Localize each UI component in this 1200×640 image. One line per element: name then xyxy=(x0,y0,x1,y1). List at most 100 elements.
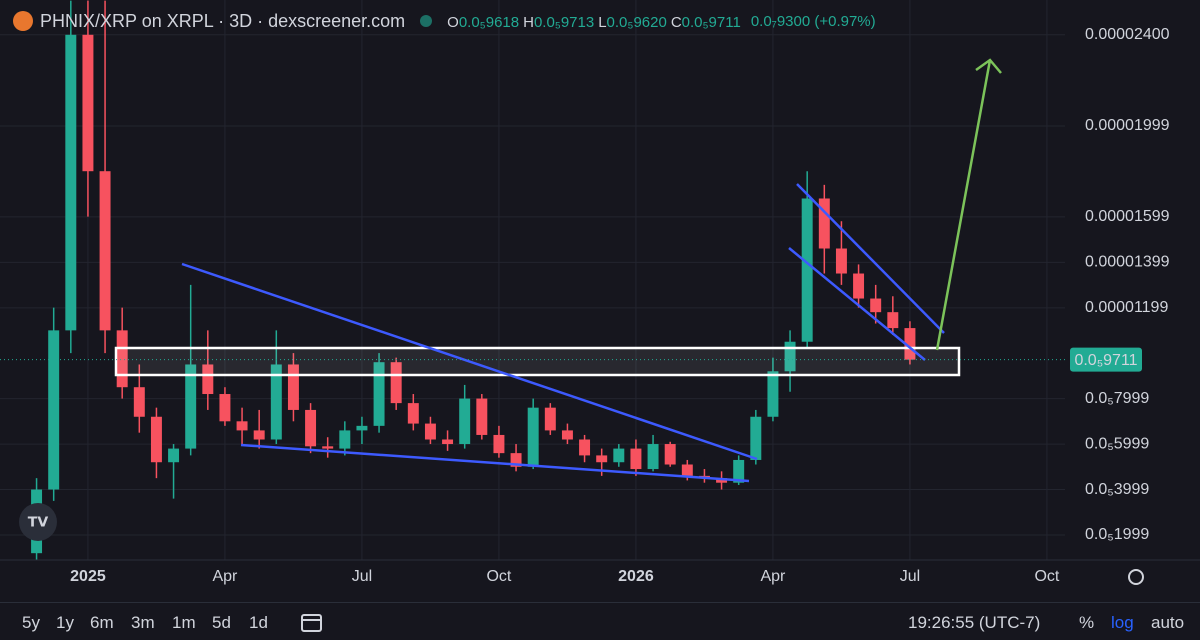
ohlc-value: 0.0₅9618 xyxy=(458,13,520,31)
scale-option[interactable]: % xyxy=(1079,613,1095,632)
zone-box xyxy=(114,346,961,377)
range-button[interactable]: 3m xyxy=(131,613,155,632)
ohlc-value: 0.0₅9620 xyxy=(606,13,667,31)
drawings xyxy=(114,58,1002,483)
candle-body xyxy=(853,273,865,299)
x-tick-label: Jul xyxy=(352,568,372,585)
range-button[interactable]: 5y xyxy=(22,613,40,632)
candle-body xyxy=(82,34,94,172)
candle-body xyxy=(630,448,642,470)
candle-body xyxy=(185,364,197,449)
tv-logo[interactable] xyxy=(19,503,57,541)
candle-body xyxy=(390,362,402,404)
candle-body xyxy=(801,198,813,342)
y-tick-label: 0.0₅5999 xyxy=(1085,435,1149,452)
candle-body xyxy=(904,328,916,360)
clock: 19:26:55 (UTC-7) xyxy=(908,613,1041,632)
range-button[interactable]: 1m xyxy=(172,613,196,632)
calendar-icon[interactable] xyxy=(300,611,324,633)
candle-body xyxy=(322,446,334,449)
candle-body xyxy=(356,425,368,431)
candle-body xyxy=(613,448,625,463)
candle-body xyxy=(510,453,522,467)
y-tick-label: 0.00001999 xyxy=(1085,117,1170,134)
settings-icon[interactable] xyxy=(1128,569,1144,585)
candle-body xyxy=(65,34,77,331)
candle-body xyxy=(150,416,162,463)
candle-body xyxy=(339,430,351,449)
candle-body xyxy=(767,371,779,417)
change: 0.0₇9300 (+0.97%) xyxy=(750,12,876,30)
candle-body xyxy=(579,439,591,456)
candle-body xyxy=(236,421,248,431)
x-tick-label: Oct xyxy=(486,568,511,585)
candle-body xyxy=(442,439,454,445)
candle-body xyxy=(870,298,882,313)
candle-body xyxy=(287,364,299,410)
candle-body xyxy=(544,407,556,431)
candles xyxy=(31,0,916,560)
x-tick-label: Apr xyxy=(212,568,238,585)
x-tick-label: 2025 xyxy=(70,568,106,585)
candle-body xyxy=(202,364,214,395)
ohlc-key: L xyxy=(598,13,607,31)
candle-body xyxy=(424,423,436,440)
range-button[interactable]: 1y xyxy=(56,613,74,632)
candle-body xyxy=(305,409,317,447)
candle-body xyxy=(270,364,282,440)
tv-logo-mark: 𝗧𝗩 xyxy=(28,514,49,530)
candle-body xyxy=(168,448,180,463)
symbol-logo xyxy=(13,11,33,31)
candle-body xyxy=(373,362,385,426)
y-tick-label: 0.00001199 xyxy=(1085,299,1168,316)
candle-body xyxy=(48,330,60,490)
candle-body xyxy=(681,464,693,476)
y-tick-label: 0.0₅3999 xyxy=(1085,481,1149,498)
range-button[interactable]: 1d xyxy=(249,613,268,632)
chart: 0.00002400 0.00001999 0.00001599 0.00001399… xyxy=(0,0,1200,585)
scale-option[interactable]: log xyxy=(1111,613,1134,632)
candle-body xyxy=(647,444,659,470)
candle-body xyxy=(407,403,419,424)
x-tick-label: Jul xyxy=(900,568,920,585)
ohlc-key: O xyxy=(447,13,459,31)
trendline xyxy=(181,262,758,461)
candle-body xyxy=(133,387,145,417)
ohlc-legend: O0.0₅9618 H0.0₅9713 L0.0₅9620 C0.0₅9711 xyxy=(447,11,745,32)
candle-body xyxy=(476,398,488,435)
candle-body xyxy=(818,198,830,249)
ohlc-key: H xyxy=(523,13,534,31)
x-tick-label: 2026 xyxy=(618,568,654,585)
candle-body xyxy=(527,407,539,467)
y-tick-label: 0.0₅7999 xyxy=(1085,390,1149,407)
candle-body xyxy=(253,430,265,440)
y-tick-label: 0.00002400 xyxy=(1085,26,1170,43)
candle-body xyxy=(493,434,505,454)
y-tick-label: 0.00001399 xyxy=(1085,254,1170,271)
axes: 0.00002400 0.00001999 0.00001599 0.00001399… xyxy=(0,26,1170,585)
scale-option[interactable]: auto xyxy=(1151,613,1185,632)
candle-body xyxy=(459,398,471,445)
candle-body xyxy=(887,312,899,329)
y-tick-label: 0.00001599 xyxy=(1085,208,1170,225)
ohlc-value: 0.0₅9713 xyxy=(533,13,595,31)
range-button[interactable]: 5d xyxy=(212,613,231,632)
y-tick-label: 0.0₅1999 xyxy=(1085,526,1149,543)
x-tick-label: Apr xyxy=(760,568,786,585)
last-price-label: 0.0₅9711 xyxy=(1074,352,1137,369)
grid xyxy=(0,0,1065,560)
trendline xyxy=(240,443,750,483)
x-tick-label: Oct xyxy=(1034,568,1059,585)
trendline xyxy=(796,183,945,334)
last-price-tag xyxy=(1070,347,1142,372)
candle-body xyxy=(116,330,128,388)
header: PHNIX/XRP on XRPL · 3D · dexscreener.com… xyxy=(12,8,880,34)
status-dot xyxy=(420,15,433,27)
range-button[interactable]: 6m xyxy=(90,613,114,632)
candle-body xyxy=(99,171,111,331)
toolbar: 19:26:55 (UTC-7) 5y 1y 6m 3m 1m 5d 1d% log auto xyxy=(0,602,1200,640)
candle-body xyxy=(716,478,728,483)
candle-body xyxy=(664,444,676,465)
ohlc-value: 0.0₅9711 xyxy=(681,13,741,31)
